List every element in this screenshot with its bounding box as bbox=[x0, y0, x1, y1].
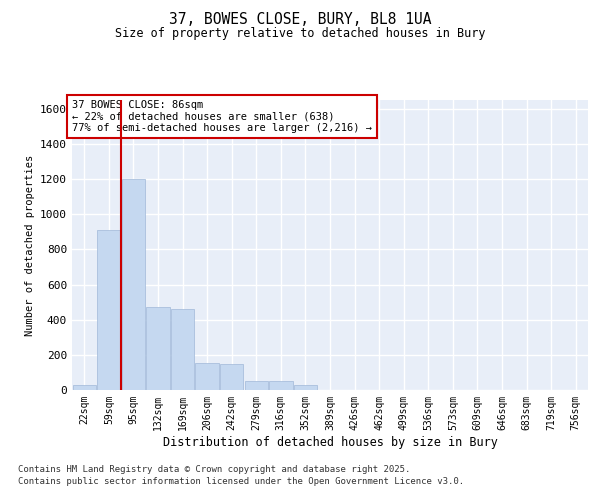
Bar bbox=[269, 381, 293, 390]
Text: 37, BOWES CLOSE, BURY, BL8 1UA: 37, BOWES CLOSE, BURY, BL8 1UA bbox=[169, 12, 431, 28]
Bar bbox=[171, 309, 194, 390]
Bar bbox=[146, 308, 170, 390]
Bar bbox=[122, 179, 145, 390]
Y-axis label: Number of detached properties: Number of detached properties bbox=[25, 154, 35, 336]
Text: Contains public sector information licensed under the Open Government Licence v3: Contains public sector information licen… bbox=[18, 477, 464, 486]
Text: 37 BOWES CLOSE: 86sqm
← 22% of detached houses are smaller (638)
77% of semi-det: 37 BOWES CLOSE: 86sqm ← 22% of detached … bbox=[72, 100, 372, 133]
Bar bbox=[294, 384, 317, 390]
X-axis label: Distribution of detached houses by size in Bury: Distribution of detached houses by size … bbox=[163, 436, 497, 448]
Bar bbox=[97, 230, 121, 390]
Bar bbox=[196, 363, 219, 390]
Bar bbox=[245, 381, 268, 390]
Text: Contains HM Land Registry data © Crown copyright and database right 2025.: Contains HM Land Registry data © Crown c… bbox=[18, 466, 410, 474]
Bar bbox=[73, 384, 96, 390]
Bar bbox=[220, 364, 244, 390]
Text: Size of property relative to detached houses in Bury: Size of property relative to detached ho… bbox=[115, 28, 485, 40]
